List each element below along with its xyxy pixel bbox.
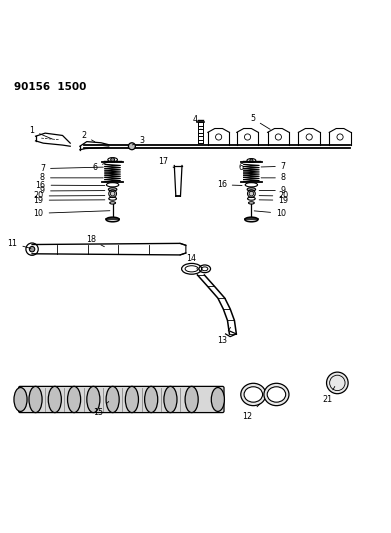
Circle shape — [326, 372, 348, 394]
Ellipse shape — [106, 217, 119, 222]
Text: 16: 16 — [36, 181, 105, 190]
Text: 5: 5 — [250, 114, 270, 130]
Text: 17: 17 — [158, 157, 175, 168]
Text: 1: 1 — [29, 126, 52, 139]
Text: 20: 20 — [259, 191, 289, 200]
Circle shape — [250, 159, 253, 162]
Text: 6: 6 — [239, 163, 249, 172]
Text: 9: 9 — [259, 186, 286, 195]
Text: 11: 11 — [7, 239, 31, 248]
Circle shape — [110, 191, 115, 196]
Ellipse shape — [145, 386, 158, 413]
Text: 20: 20 — [34, 191, 105, 200]
Text: 15: 15 — [93, 401, 109, 417]
Text: 4: 4 — [193, 115, 201, 130]
Ellipse shape — [241, 383, 266, 406]
Circle shape — [128, 143, 135, 150]
Circle shape — [249, 191, 254, 196]
Text: 16: 16 — [217, 180, 242, 189]
Text: 10: 10 — [34, 209, 110, 218]
Ellipse shape — [211, 387, 224, 411]
Text: 10: 10 — [254, 209, 286, 218]
Text: 7: 7 — [40, 164, 103, 173]
Text: 90156  1500: 90156 1500 — [14, 82, 87, 92]
Ellipse shape — [68, 386, 81, 413]
Text: 21: 21 — [322, 386, 335, 404]
Ellipse shape — [106, 386, 119, 413]
FancyBboxPatch shape — [19, 386, 224, 413]
Ellipse shape — [245, 217, 258, 222]
Text: 2: 2 — [81, 131, 95, 142]
Ellipse shape — [267, 387, 286, 402]
Ellipse shape — [126, 386, 138, 413]
Text: 7: 7 — [261, 162, 286, 171]
Ellipse shape — [247, 188, 256, 191]
Circle shape — [111, 158, 115, 161]
Ellipse shape — [48, 386, 61, 413]
Text: 19: 19 — [34, 196, 105, 205]
Ellipse shape — [14, 387, 27, 411]
Text: 6: 6 — [92, 161, 110, 172]
Text: 14: 14 — [187, 254, 197, 270]
Text: 19: 19 — [259, 196, 289, 205]
Ellipse shape — [164, 386, 177, 413]
Circle shape — [29, 246, 35, 252]
Ellipse shape — [244, 387, 263, 402]
Text: 8: 8 — [261, 173, 286, 182]
Text: 8: 8 — [40, 173, 103, 182]
Ellipse shape — [264, 383, 289, 406]
Ellipse shape — [185, 386, 198, 413]
Ellipse shape — [87, 386, 100, 413]
Text: 13: 13 — [217, 327, 231, 345]
Text: 9: 9 — [40, 187, 105, 196]
Text: 12: 12 — [242, 404, 260, 421]
Text: 18: 18 — [86, 235, 104, 247]
Ellipse shape — [108, 188, 117, 191]
Ellipse shape — [29, 386, 42, 413]
Text: 3: 3 — [133, 135, 144, 145]
